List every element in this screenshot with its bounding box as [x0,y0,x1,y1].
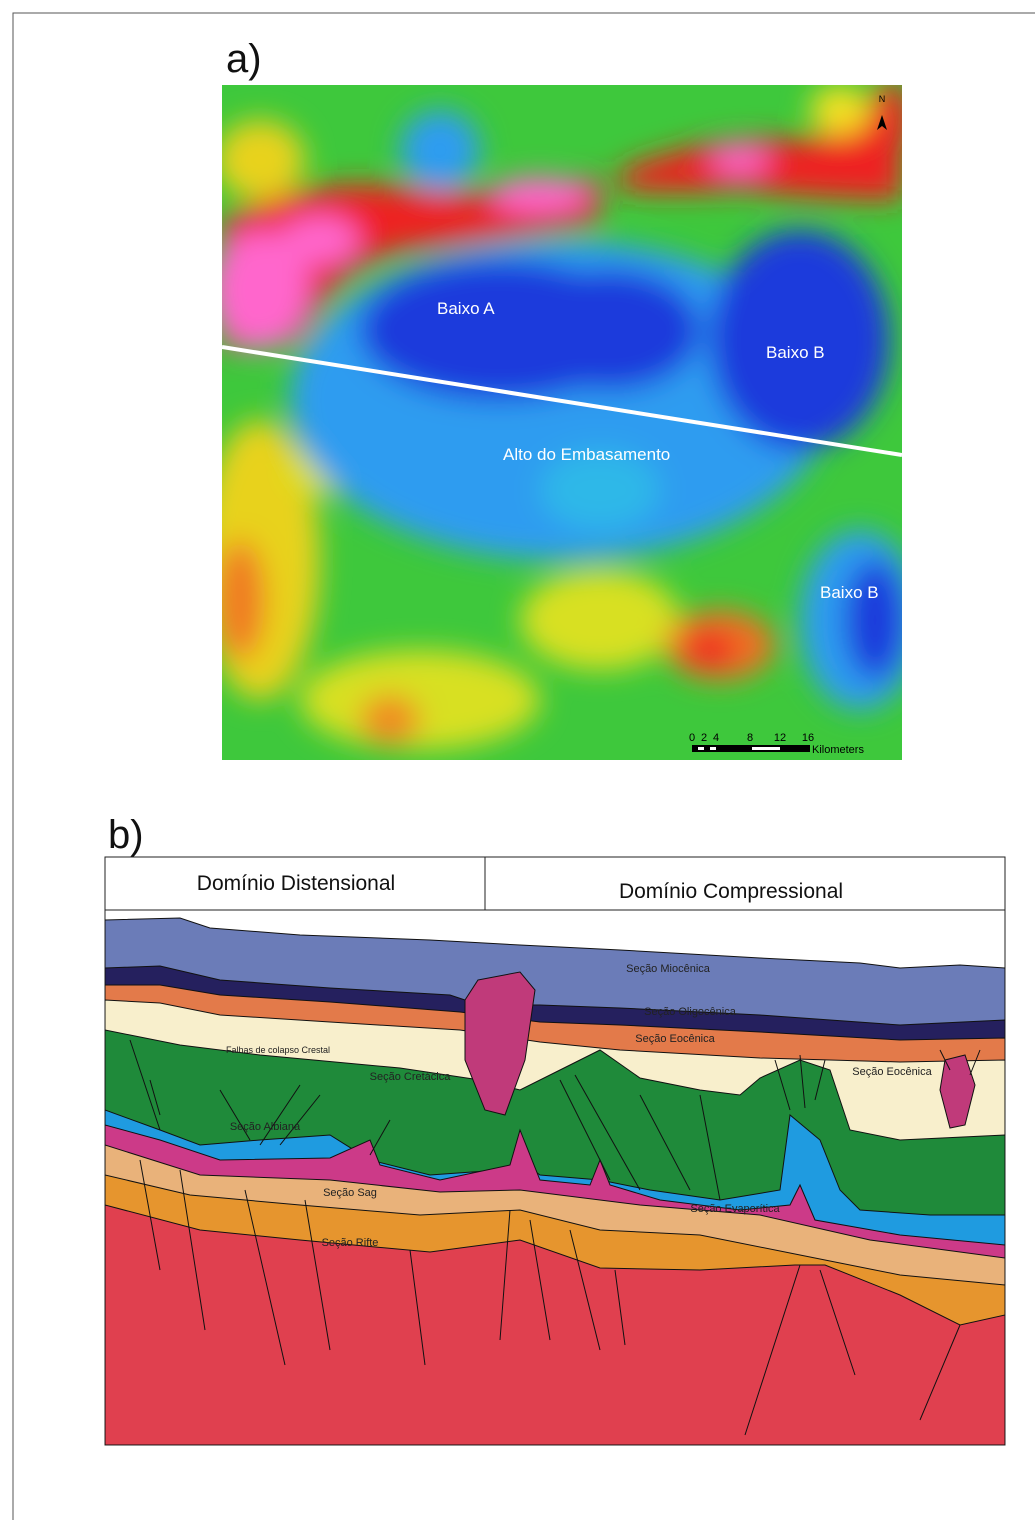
map-label: Baixo B [820,583,879,602]
cross-section [105,918,1005,1445]
scale-tick: 4 [713,732,719,744]
layer-label: Seção Rifte [322,1237,379,1249]
panel-label: b) [108,813,144,857]
scale-tick: 8 [747,732,753,744]
scale-tick: 16 [802,732,814,744]
layer-label: Seção Sag [323,1187,377,1199]
figure: a) [0,0,1035,1520]
page: a) [0,0,1035,1520]
scale-tick: 2 [701,732,707,744]
map-label: Alto do Embasamento [503,445,670,464]
layer-label: Seção Eocênica [852,1066,932,1078]
scale-unit: Kilometers [812,744,864,756]
domain-label: Domínio Compressional [619,880,843,903]
layer-label: Seção Eocênica [635,1033,715,1045]
panel-label: a) [226,37,262,81]
layer-label: Seção Miocênica [626,963,711,975]
scale-tick: 0 [689,732,695,744]
north-label: N [879,94,886,104]
map-label: Baixo B [766,343,825,362]
layer-label: Seção Cretácica [370,1071,452,1083]
gravity-map [200,80,920,760]
domain-label: Domínio Distensional [197,872,395,895]
layer-label: Seção Albiana [230,1121,301,1133]
map-label: Baixo A [437,299,495,318]
layer-label: Seção Evaporítica [690,1203,780,1215]
annotation: Falhas de colapso Crestal [226,1045,330,1055]
scale-tick: 12 [774,732,786,744]
layer-label: Seção Oligocênica [644,1006,737,1018]
